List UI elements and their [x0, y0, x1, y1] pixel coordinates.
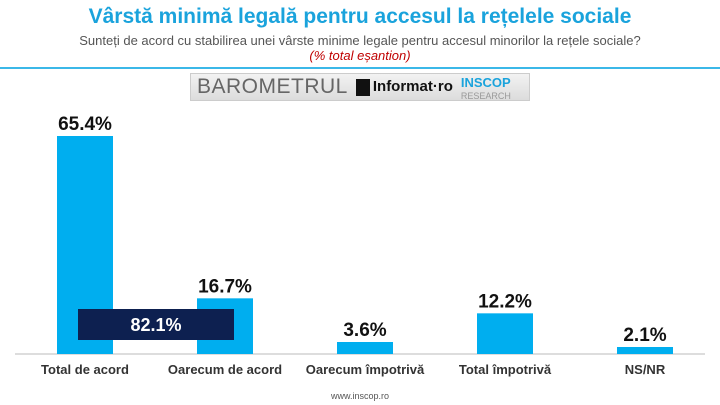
data-label: 12.2%	[478, 291, 532, 312]
chart-subtitle: Sunteți de acord cu stabilirea unei vârs…	[79, 33, 641, 48]
bar	[617, 347, 673, 354]
category-label: Oarecum de acord	[168, 362, 282, 377]
summary-label: 82.1%	[130, 315, 181, 335]
data-label: 3.6%	[343, 320, 386, 341]
category-label: Total de acord	[41, 362, 129, 377]
barometer-logo: BAROMETRUL Informat·ro INSCOP RESEARCH	[190, 73, 530, 101]
category-label: Total împotrivă	[459, 362, 552, 377]
informat-icon	[355, 78, 370, 96]
footer-url: www.inscop.ro	[330, 391, 390, 401]
logo-inscop: INSCOP RESEARCH	[460, 74, 511, 101]
data-label: 16.7%	[198, 276, 252, 297]
logo-informat: Informat·ro	[355, 78, 453, 96]
divider	[0, 67, 720, 69]
logo-barometru: BAROMETRUL	[197, 75, 348, 98]
bar	[337, 342, 393, 354]
category-label: NS/NR	[625, 362, 666, 377]
data-label: 2.1%	[623, 325, 666, 346]
sample-note: (% total eșantion)	[309, 48, 411, 63]
chart-title: Vârstă minimă legală pentru accesul la r…	[88, 5, 632, 28]
data-label: 65.4%	[58, 114, 112, 135]
category-label: Oarecum împotrivă	[306, 362, 425, 377]
bar	[477, 313, 533, 354]
summary-box	[78, 309, 234, 340]
